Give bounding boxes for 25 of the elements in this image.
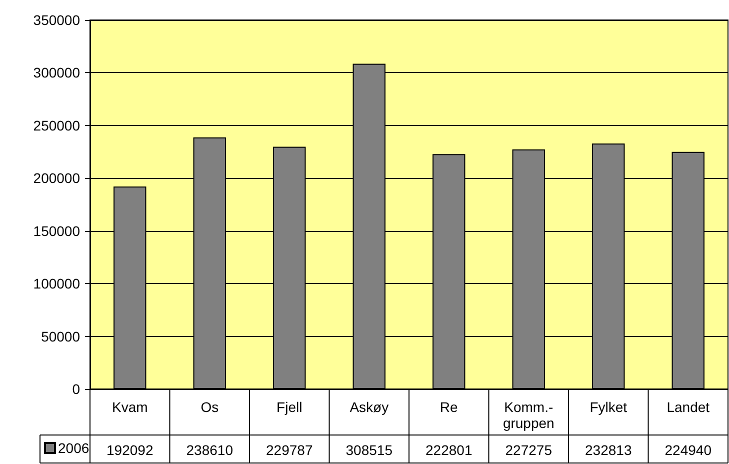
data-label: 232813: [585, 442, 632, 458]
y-tick-label: 150000: [33, 222, 80, 239]
data-label: 224940: [664, 442, 712, 458]
data-label: 222801: [426, 442, 472, 458]
x-tick-label: Fjell: [276, 399, 302, 415]
x-tick-label: Landet: [666, 399, 710, 415]
x-tick-label: Kvam: [112, 399, 148, 415]
data-label: 229787: [266, 442, 313, 458]
x-tick-label: Os: [200, 399, 219, 415]
y-tick-label: 250000: [33, 117, 80, 134]
y-tick-label: 100000: [33, 276, 80, 292]
data-label: 227275: [505, 442, 552, 458]
x-tick-label: Re: [440, 399, 458, 415]
x-tick-label: Komm.-gruppen: [502, 399, 554, 431]
y-tick-label: 50000: [41, 328, 80, 344]
data-label: 308515: [346, 442, 393, 458]
y-tick-label: 200000: [33, 170, 80, 186]
data-label: 192092: [106, 442, 154, 458]
x-tick-label: Fylket: [590, 399, 628, 415]
data-label: 238610: [186, 442, 234, 458]
y-tick-label: 0: [72, 381, 80, 397]
y-tick-label: 300000: [33, 64, 80, 81]
legend-label: 2006: [58, 440, 90, 456]
x-tick-label: Askøy: [350, 399, 389, 415]
y-tick-label: 350000: [33, 12, 80, 28]
